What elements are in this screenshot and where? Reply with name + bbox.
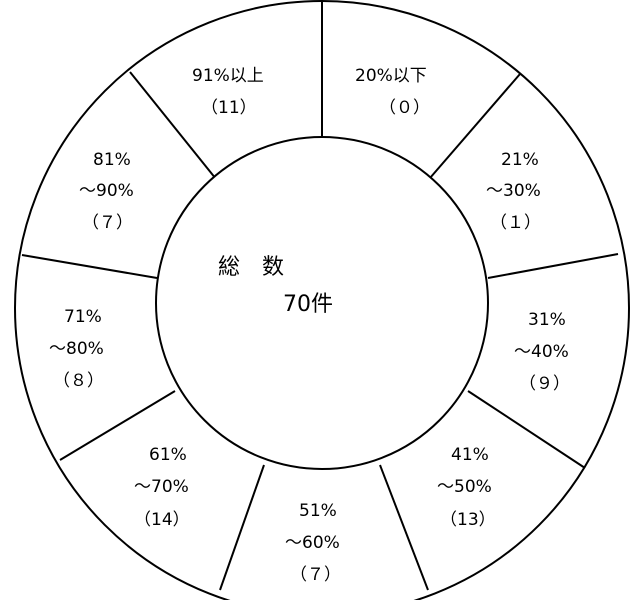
divider-3 [487,253,619,279]
segment-label: 20%以下 [355,66,427,86]
segment-count: （１） [490,213,541,233]
segment-count: （８） [53,371,104,391]
segment-range: ～80% [49,339,104,359]
divider-7 [59,390,176,461]
segment-label: 71% [64,307,102,327]
divider-8 [21,254,158,279]
inner-circle [155,136,489,470]
segment-label: 91%以上 [192,66,264,86]
segment-label: 21% [501,150,539,170]
divider-9 [129,71,217,180]
segment-label: 51% [299,501,337,521]
segment-range: ～90% [79,181,134,201]
segment-count: （７） [82,213,133,233]
segment-51-60: 51% ～60% （７） [285,501,341,585]
segment-label: 61% [149,445,187,465]
segment-20-or-less: 20%以下 （０） [355,66,430,118]
divider-6 [219,464,265,591]
center-total: 70件 [283,292,333,317]
segment-61-70: 61% ～70% （14） [134,445,190,530]
segment-range: ～70% [134,477,189,497]
segment-label: 41% [451,445,489,465]
divider-4 [467,390,586,469]
segment-label: 81% [93,150,131,170]
segment-41-50: 41% ～50% （13） [437,445,496,530]
segment-31-40: 31% ～40% （９） [514,310,570,394]
segment-range: ～50% [437,477,492,497]
segment-count: （７） [290,565,341,585]
segment-count: （11） [201,98,257,118]
segment-21-30: 21% ～30% （１） [486,150,541,233]
segment-81-90: 81% ～90% （７） [79,150,134,233]
segment-dividers [21,0,619,591]
segment-range: ～60% [285,533,340,553]
segment-range: ～30% [486,181,541,201]
segment-count: （０） [379,98,430,118]
segment-count: （14） [134,510,190,530]
divider-5 [379,464,429,591]
divider-2 [429,73,521,179]
segment-count: （13） [440,510,496,530]
segment-count: （９） [519,374,570,394]
segment-range: ～40% [514,342,569,362]
segment-71-80: 71% ～80% （８） [49,307,104,391]
segment-91-or-more: 91%以上 （11） [192,66,264,118]
center-title: 総 数 [218,255,284,280]
segment-label: 31% [528,310,566,330]
